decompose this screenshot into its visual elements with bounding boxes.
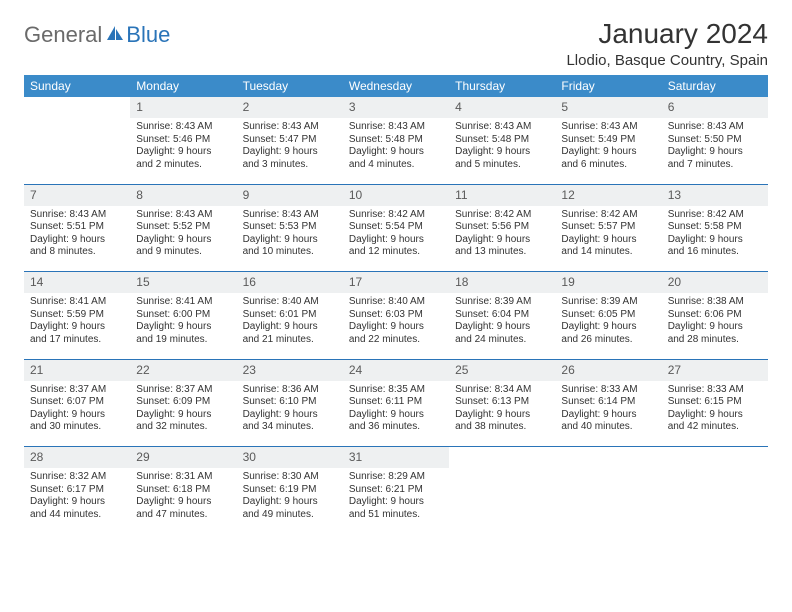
day-content-row: Sunrise: 8:43 AMSunset: 5:51 PMDaylight:…: [24, 206, 768, 272]
calendar-table: Sunday Monday Tuesday Wednesday Thursday…: [24, 75, 768, 534]
day-content-cell: Sunrise: 8:36 AMSunset: 6:10 PMDaylight:…: [237, 381, 343, 447]
logo-text-1: General: [24, 22, 102, 48]
day-number-cell: 2: [237, 97, 343, 118]
day-number-cell: 18: [449, 272, 555, 294]
day-content-row: Sunrise: 8:37 AMSunset: 6:07 PMDaylight:…: [24, 381, 768, 447]
day-number-cell: 22: [130, 359, 236, 381]
day-number-cell: 14: [24, 272, 130, 294]
day-content-row: Sunrise: 8:41 AMSunset: 5:59 PMDaylight:…: [24, 293, 768, 359]
day-number-cell: 31: [343, 447, 449, 469]
day-number-cell: [555, 447, 661, 469]
day-content-cell: Sunrise: 8:29 AMSunset: 6:21 PMDaylight:…: [343, 468, 449, 534]
day-number-cell: 3: [343, 97, 449, 118]
weekday-header: Friday: [555, 75, 661, 97]
day-content-cell: Sunrise: 8:43 AMSunset: 5:48 PMDaylight:…: [449, 118, 555, 184]
day-content-cell: Sunrise: 8:43 AMSunset: 5:53 PMDaylight:…: [237, 206, 343, 272]
day-content-cell: Sunrise: 8:42 AMSunset: 5:57 PMDaylight:…: [555, 206, 661, 272]
day-number-cell: 15: [130, 272, 236, 294]
weekday-header: Sunday: [24, 75, 130, 97]
day-number-cell: 1: [130, 97, 236, 118]
day-number-cell: 7: [24, 184, 130, 206]
day-content-cell: Sunrise: 8:42 AMSunset: 5:56 PMDaylight:…: [449, 206, 555, 272]
day-content-cell: Sunrise: 8:39 AMSunset: 6:04 PMDaylight:…: [449, 293, 555, 359]
day-content-cell: Sunrise: 8:43 AMSunset: 5:47 PMDaylight:…: [237, 118, 343, 184]
day-number-cell: 4: [449, 97, 555, 118]
day-content-row: Sunrise: 8:32 AMSunset: 6:17 PMDaylight:…: [24, 468, 768, 534]
weekday-header: Thursday: [449, 75, 555, 97]
day-content-row: Sunrise: 8:43 AMSunset: 5:46 PMDaylight:…: [24, 118, 768, 184]
day-number-cell: 24: [343, 359, 449, 381]
day-content-cell: Sunrise: 8:43 AMSunset: 5:49 PMDaylight:…: [555, 118, 661, 184]
day-content-cell: Sunrise: 8:32 AMSunset: 6:17 PMDaylight:…: [24, 468, 130, 534]
day-number-cell: 27: [662, 359, 768, 381]
day-number-row: 123456: [24, 97, 768, 118]
day-number-cell: 20: [662, 272, 768, 294]
day-number-cell: 30: [237, 447, 343, 469]
day-content-cell: [555, 468, 661, 534]
day-content-cell: Sunrise: 8:39 AMSunset: 6:05 PMDaylight:…: [555, 293, 661, 359]
day-content-cell: Sunrise: 8:37 AMSunset: 6:07 PMDaylight:…: [24, 381, 130, 447]
day-number-cell: 8: [130, 184, 236, 206]
day-number-cell: 28: [24, 447, 130, 469]
day-number-cell: [24, 97, 130, 118]
weekday-header: Saturday: [662, 75, 768, 97]
day-content-cell: Sunrise: 8:33 AMSunset: 6:14 PMDaylight:…: [555, 381, 661, 447]
month-title: January 2024: [566, 18, 768, 50]
day-number-cell: [662, 447, 768, 469]
day-content-cell: Sunrise: 8:41 AMSunset: 6:00 PMDaylight:…: [130, 293, 236, 359]
day-number-cell: 19: [555, 272, 661, 294]
day-number-cell: 12: [555, 184, 661, 206]
day-number-cell: 23: [237, 359, 343, 381]
day-number-cell: 6: [662, 97, 768, 118]
day-number-row: 78910111213: [24, 184, 768, 206]
day-content-cell: Sunrise: 8:43 AMSunset: 5:51 PMDaylight:…: [24, 206, 130, 272]
day-number-cell: 26: [555, 359, 661, 381]
day-number-cell: [449, 447, 555, 469]
day-content-cell: Sunrise: 8:37 AMSunset: 6:09 PMDaylight:…: [130, 381, 236, 447]
day-content-cell: Sunrise: 8:35 AMSunset: 6:11 PMDaylight:…: [343, 381, 449, 447]
day-content-cell: [662, 468, 768, 534]
day-number-row: 14151617181920: [24, 272, 768, 294]
day-content-cell: Sunrise: 8:43 AMSunset: 5:46 PMDaylight:…: [130, 118, 236, 184]
day-content-cell: [449, 468, 555, 534]
day-content-cell: Sunrise: 8:40 AMSunset: 6:03 PMDaylight:…: [343, 293, 449, 359]
weekday-header-row: Sunday Monday Tuesday Wednesday Thursday…: [24, 75, 768, 97]
header: General Blue January 2024 Llodio, Basque…: [24, 18, 768, 69]
day-content-cell: Sunrise: 8:40 AMSunset: 6:01 PMDaylight:…: [237, 293, 343, 359]
day-number-cell: 10: [343, 184, 449, 206]
weekday-header: Tuesday: [237, 75, 343, 97]
day-number-cell: 5: [555, 97, 661, 118]
sail-icon: [105, 22, 125, 48]
day-number-row: 28293031: [24, 447, 768, 469]
weekday-header: Monday: [130, 75, 236, 97]
location: Llodio, Basque Country, Spain: [566, 52, 768, 69]
day-content-cell: Sunrise: 8:38 AMSunset: 6:06 PMDaylight:…: [662, 293, 768, 359]
day-content-cell: Sunrise: 8:30 AMSunset: 6:19 PMDaylight:…: [237, 468, 343, 534]
weekday-header: Wednesday: [343, 75, 449, 97]
day-number-cell: 25: [449, 359, 555, 381]
title-block: January 2024 Llodio, Basque Country, Spa…: [566, 18, 768, 69]
day-number-row: 21222324252627: [24, 359, 768, 381]
logo: General Blue: [24, 18, 170, 48]
day-number-cell: 16: [237, 272, 343, 294]
day-content-cell: Sunrise: 8:31 AMSunset: 6:18 PMDaylight:…: [130, 468, 236, 534]
day-number-cell: 9: [237, 184, 343, 206]
day-content-cell: Sunrise: 8:42 AMSunset: 5:58 PMDaylight:…: [662, 206, 768, 272]
day-number-cell: 17: [343, 272, 449, 294]
day-content-cell: Sunrise: 8:34 AMSunset: 6:13 PMDaylight:…: [449, 381, 555, 447]
day-content-cell: Sunrise: 8:43 AMSunset: 5:52 PMDaylight:…: [130, 206, 236, 272]
day-number-cell: 11: [449, 184, 555, 206]
day-content-cell: Sunrise: 8:42 AMSunset: 5:54 PMDaylight:…: [343, 206, 449, 272]
logo-text-2: Blue: [126, 22, 170, 48]
day-number-cell: 13: [662, 184, 768, 206]
day-content-cell: Sunrise: 8:43 AMSunset: 5:50 PMDaylight:…: [662, 118, 768, 184]
day-content-cell: Sunrise: 8:33 AMSunset: 6:15 PMDaylight:…: [662, 381, 768, 447]
day-number-cell: 29: [130, 447, 236, 469]
day-content-cell: Sunrise: 8:41 AMSunset: 5:59 PMDaylight:…: [24, 293, 130, 359]
day-content-cell: [24, 118, 130, 184]
day-number-cell: 21: [24, 359, 130, 381]
day-content-cell: Sunrise: 8:43 AMSunset: 5:48 PMDaylight:…: [343, 118, 449, 184]
